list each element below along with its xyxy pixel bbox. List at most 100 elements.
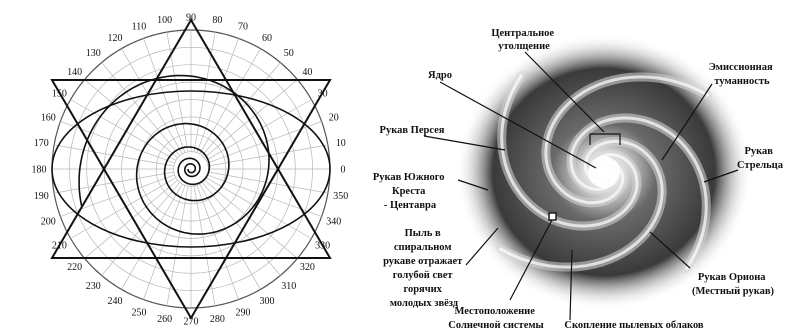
label-line: Рукав Южного [373, 172, 445, 183]
sun-location-marker [548, 212, 557, 221]
polar-spoke [205, 99, 312, 161]
label-dust: Пыль в спиральном рукаве отражает голубо… [383, 228, 465, 309]
spiral-arm-highlight [498, 139, 664, 269]
polar-spoke [207, 121, 322, 164]
galaxy-core [588, 156, 620, 188]
leader-dust-clouds [569, 249, 573, 321]
label-leaders [423, 51, 739, 321]
angle-label: 270 [184, 317, 199, 328]
label-line: Центральное [491, 28, 554, 39]
hexagram-triangle-up [50, 18, 332, 259]
label-line: спиральном [394, 242, 452, 253]
leader-nucleus [439, 81, 597, 169]
polar-spoke [84, 179, 178, 259]
leader-dust [465, 227, 499, 266]
polar-spoke [121, 48, 183, 155]
label-line: - Центавра [384, 200, 437, 211]
spiral-arm-highlight [544, 75, 710, 205]
angle-label: 140 [67, 67, 82, 78]
polar-spoke [204, 79, 298, 159]
polar-grid-diagram: 0102030405060708090100110120130140150160… [32, 13, 349, 328]
angle-label: 250 [132, 307, 147, 318]
label-line: Пыль в [405, 228, 441, 239]
polar-spoke [205, 177, 312, 239]
label-dust-clouds: Скопление пылевых облаков [564, 320, 704, 331]
angle-label: 350 [333, 191, 348, 202]
leader-perseus [423, 135, 506, 151]
label-line: Ядро [428, 70, 452, 81]
angle-label: 10 [336, 138, 346, 149]
polar-spoke [143, 38, 186, 153]
angle-label: 50 [284, 48, 294, 59]
label-perseus-arm: Рукав Персея [380, 125, 445, 136]
label-sun-location: Местоположение Солнечной системы [448, 306, 543, 331]
polar-spoke [70, 99, 177, 161]
angle-label: 230 [86, 281, 101, 292]
angle-label: 170 [34, 138, 49, 149]
angle-label: 240 [108, 296, 123, 307]
polar-spoke [208, 171, 328, 194]
angle-label: 90 [186, 13, 196, 24]
leader-orion [649, 231, 691, 269]
label-line: Креста [392, 186, 426, 197]
angle-label: 120 [108, 33, 123, 44]
leader-center-bulge [524, 51, 605, 133]
polar-spoke [54, 171, 174, 194]
polar-spoke [54, 144, 174, 167]
label-line: рукаве отражает [383, 256, 463, 267]
polar-shapes [50, 18, 332, 320]
label-line: молодых звёзд [390, 298, 459, 309]
leader-sagittarius [703, 169, 739, 183]
polar-spoke [196, 38, 239, 153]
polar-spoke [199, 183, 261, 290]
leader-emission [661, 83, 713, 161]
label-line: Скопление пылевых облаков [564, 320, 704, 331]
label-nucleus: Ядро [428, 70, 452, 81]
angle-label: 0 [341, 165, 346, 176]
angle-label: 300 [260, 296, 275, 307]
angle-label: 130 [86, 48, 101, 59]
angle-label: 100 [157, 15, 172, 26]
angle-label: 280 [210, 314, 225, 325]
label-line: утолщение [498, 41, 550, 52]
angle-label: 40 [302, 67, 312, 78]
angle-label: 340 [326, 217, 341, 228]
angle-label: 20 [329, 113, 339, 124]
polar-spoke [143, 185, 186, 300]
label-line: Солнечной системы [448, 320, 543, 331]
label-line: туманность [714, 76, 770, 87]
label-orion-arm: Рукав Ориона (Местный рукав) [692, 272, 775, 297]
leader-southern-cross [457, 179, 489, 191]
angle-label: 110 [132, 22, 147, 33]
polar-spoke [60, 174, 175, 217]
hexagram-triangle-down [50, 79, 332, 320]
angle-label: 220 [67, 262, 82, 273]
label-emission-nebula: Эмиссионная туманность [709, 62, 776, 87]
label-line: Рукав Ориона [698, 272, 766, 283]
label-line: Рукав Персея [380, 125, 445, 136]
polar-spoke [196, 185, 239, 300]
polar-spoke [70, 177, 177, 239]
label-line: голубой свет [393, 270, 454, 281]
angle-label: 290 [236, 307, 251, 318]
leader-sun [509, 219, 553, 301]
polar-spoke [201, 62, 281, 156]
label-line: Стрельца [737, 160, 784, 171]
angle-label: 60 [262, 33, 272, 44]
label-center-bulge: Центральное утолщение [491, 28, 556, 52]
angle-label: 320 [300, 262, 315, 273]
polar-spoke [60, 121, 175, 164]
polar-spoke [201, 182, 281, 276]
polar-spoke [121, 183, 183, 290]
label-line: Рукав [744, 146, 773, 157]
log-spiral-curve [78, 74, 270, 235]
polar-spoke [84, 79, 178, 159]
angle-label: 260 [157, 314, 172, 325]
polar-grid-lines [51, 29, 331, 309]
label-southern-cross-arm: Рукав Южного Креста - Центавра [373, 172, 447, 211]
angle-label: 190 [34, 191, 49, 202]
label-line: (Местный рукав) [692, 286, 775, 297]
milky-way-diagram: Центральное утолщение Ядро Рукав Персея … [373, 28, 784, 331]
angle-label: 80 [212, 15, 222, 26]
